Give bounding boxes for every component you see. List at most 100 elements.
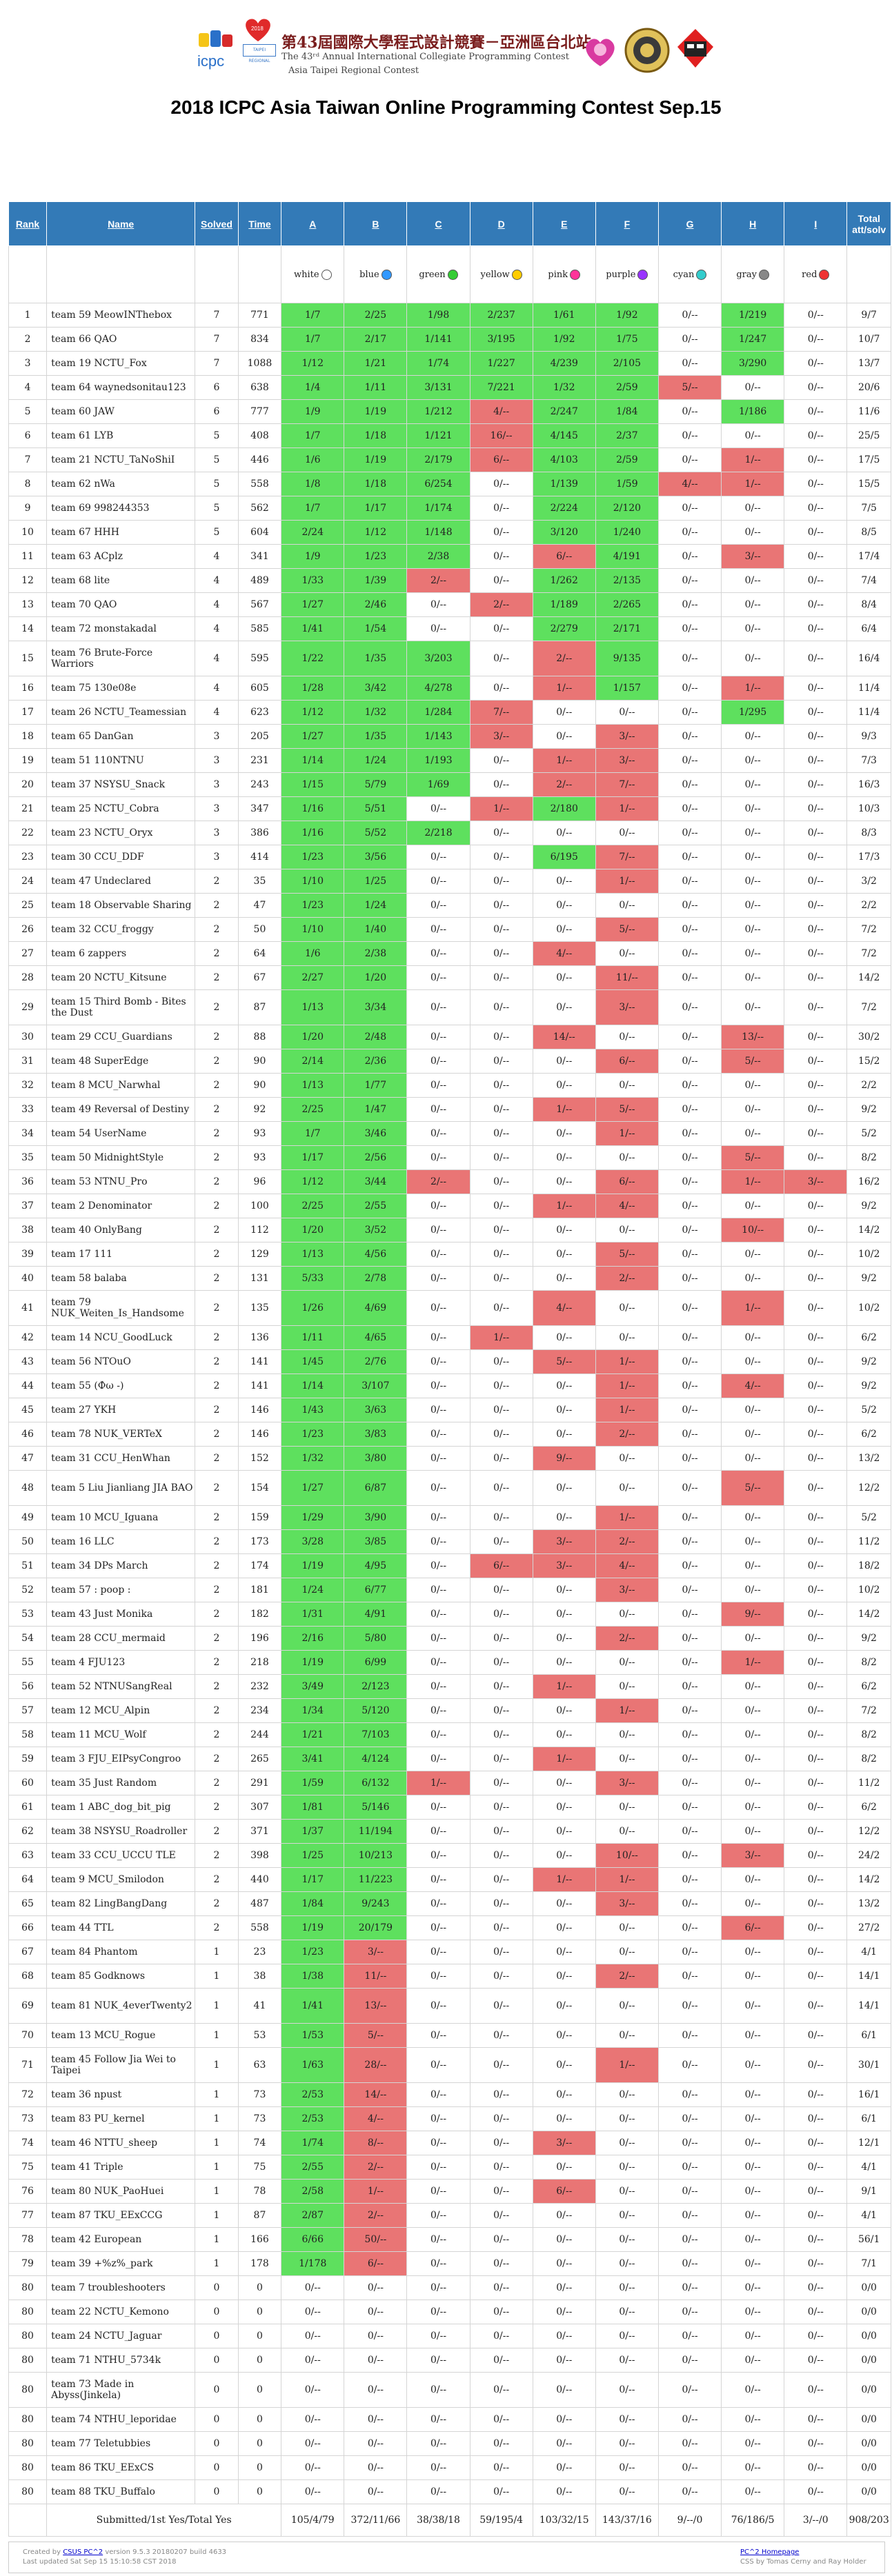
col-b-header[interactable]: B: [344, 201, 408, 246]
problem-cell: 6/66: [281, 2227, 345, 2252]
rank-cell: 58: [8, 1722, 48, 1747]
problem-cell: 2/265: [595, 592, 659, 617]
problem-cell: 0/--: [784, 2251, 848, 2276]
problem-cell: 0/--: [595, 893, 659, 918]
problem-cell: 2/--: [595, 1964, 659, 1989]
problem-cell: 0/--: [532, 2047, 596, 2083]
problem-cell: 0/--: [721, 2203, 785, 2228]
problem-cell: 0/--: [595, 1747, 659, 1771]
problem-cell: 1/13: [281, 1242, 345, 1267]
problem-cell: 0/--: [595, 2300, 659, 2324]
table-row: 70 team 13 MCU_Rogue 1 53 1/53 5/-- 0/-- 0/-- 0/…: [8, 2023, 891, 2048]
problem-cell: 0/--: [784, 592, 848, 617]
time-cell: 100: [237, 1194, 282, 1218]
time-cell: 166: [237, 2227, 282, 2252]
table-row: 80 team 22 NCTU_Kemono 0 0 0/-- 0/-- 0/-- 0/-- 0…: [8, 2300, 891, 2324]
problem-cell: 1/212: [406, 399, 470, 424]
problem-cell: 7/--: [595, 772, 659, 797]
total-cell: 6/2: [846, 1795, 891, 1820]
problem-cell: 0/--: [657, 2106, 722, 2131]
problem-cell: 0/--: [721, 496, 785, 521]
problem-cell: 0/--: [595, 1470, 659, 1506]
problem-cell: 4/--: [469, 399, 533, 424]
col-c-header[interactable]: C: [406, 201, 470, 246]
col-d-header[interactable]: D: [469, 201, 533, 246]
solved-cell: 2: [195, 1747, 239, 1771]
problem-cell: 0/--: [532, 1771, 596, 1795]
problem-cell: 0/--: [469, 496, 533, 521]
table-row: 41 team 79 NUK_Weiten_Is_Handsome 2 135 1/26…: [8, 1290, 891, 1326]
pc2-link[interactable]: CSUS PC^2: [63, 2548, 103, 2556]
table-row: 64 team 9 MCU_Smilodon 2 440 1/17 11/223 0/-- 0…: [8, 1867, 891, 1892]
problem-cell: 0/--: [469, 1049, 533, 1074]
problem-cell: 0/--: [784, 2324, 848, 2348]
total-cell: 11/2: [846, 1529, 891, 1554]
problem-cell: 0/--: [344, 2300, 408, 2324]
col-i-header[interactable]: I: [784, 201, 848, 246]
problem-cell: 0/--: [721, 2047, 785, 2083]
pc2-homepage-link[interactable]: PC^2 Homepage: [740, 2548, 800, 2556]
problem-cell: 1/32: [344, 700, 408, 725]
team-name-cell: team 52 NTNUSangReal: [46, 1674, 196, 1699]
problem-cell: 0/--: [406, 845, 470, 869]
problem-cell: 0/--: [657, 1964, 722, 1989]
problem-cell: 0/--: [406, 2179, 470, 2204]
solved-cell: 2: [195, 1073, 239, 1098]
col-e-header[interactable]: E: [532, 201, 596, 246]
problem-cell: 0/--: [469, 1073, 533, 1098]
problem-cell: 0/--: [784, 1771, 848, 1795]
time-cell: 178: [237, 2251, 282, 2276]
problem-cell: 0/--: [406, 1722, 470, 1747]
balloon-dot-icon: [696, 269, 707, 280]
balloon-dot-icon: [447, 269, 458, 280]
problem-cell: 0/--: [657, 1698, 722, 1723]
col-time-header[interactable]: Time: [237, 201, 282, 246]
problem-cell: 2/59: [595, 447, 659, 472]
problem-cell: 0/--: [784, 1674, 848, 1699]
problem-cell: 0/--: [721, 568, 785, 593]
problem-cell: 0/--: [784, 1242, 848, 1267]
col-rank-header[interactable]: Rank: [8, 201, 48, 246]
solved-cell: 2: [195, 1097, 239, 1122]
problem-cell: 0/--: [657, 1747, 722, 1771]
time-cell: 35: [237, 869, 282, 894]
problem-cell: 2/--: [406, 1169, 470, 1194]
col-g-header[interactable]: G: [657, 201, 722, 246]
col-a-header[interactable]: A: [281, 201, 345, 246]
solved-cell: 4: [195, 568, 239, 593]
table-row: 55 team 4 FJU123 2 218 1/19 6/99 0/-- 0/-- 0/-- 0…: [8, 1650, 891, 1675]
solved-cell: 3: [195, 724, 239, 749]
blank-cell: [846, 245, 891, 303]
problem-cell: 1/27: [281, 1470, 345, 1506]
solved-cell: 2: [195, 1169, 239, 1194]
balloon-label: gray: [736, 269, 757, 280]
problem-cell: 1/--: [721, 472, 785, 496]
problem-cell: 0/--: [657, 1722, 722, 1747]
col-h-header[interactable]: H: [721, 201, 785, 246]
problem-cell: 0/--: [784, 1446, 848, 1471]
col-name-header[interactable]: Name: [46, 201, 196, 246]
solved-cell: 1: [195, 2203, 239, 2228]
problem-cell: 0/--: [657, 1097, 722, 1122]
table-row: 71 team 45 Follow Jia Wei to Taipei 1 63 1/6…: [8, 2047, 891, 2083]
problem-cell: 0/--: [657, 1505, 722, 1530]
problem-cell: 4/69: [344, 1290, 408, 1326]
solved-cell: 2: [195, 1242, 239, 1267]
team-name-cell: team 26 NCTU_Teamessian: [46, 700, 196, 725]
table-row: 54 team 28 CCU_mermaid 2 196 2/16 5/80 0/-- 0/-…: [8, 1626, 891, 1651]
solved-cell: 2: [195, 893, 239, 918]
rank-cell: 30: [8, 1025, 48, 1049]
col-f-header[interactable]: F: [595, 201, 659, 246]
solved-cell: 1: [195, 2155, 239, 2180]
table-row: 3 team 19 NCTU_Fox 7 1088 1/12 1/21 1/74 1/227 4…: [8, 351, 891, 376]
problem-cell: 1/35: [344, 641, 408, 676]
total-cell: 16/3: [846, 772, 891, 797]
problem-cell: 0/--: [657, 447, 722, 472]
time-cell: 135: [237, 1290, 282, 1326]
total-cell: 8/5: [846, 520, 891, 545]
table-row: 12 team 68 lite 4 489 1/33 1/39 2/-- 0/-- 1/262 2…: [8, 568, 891, 593]
total-cell: 2/2: [846, 1073, 891, 1098]
total-cell: 16/1: [846, 2082, 891, 2107]
total-cell: 18/2: [846, 1553, 891, 1578]
col-solved-header[interactable]: Solved: [195, 201, 239, 246]
